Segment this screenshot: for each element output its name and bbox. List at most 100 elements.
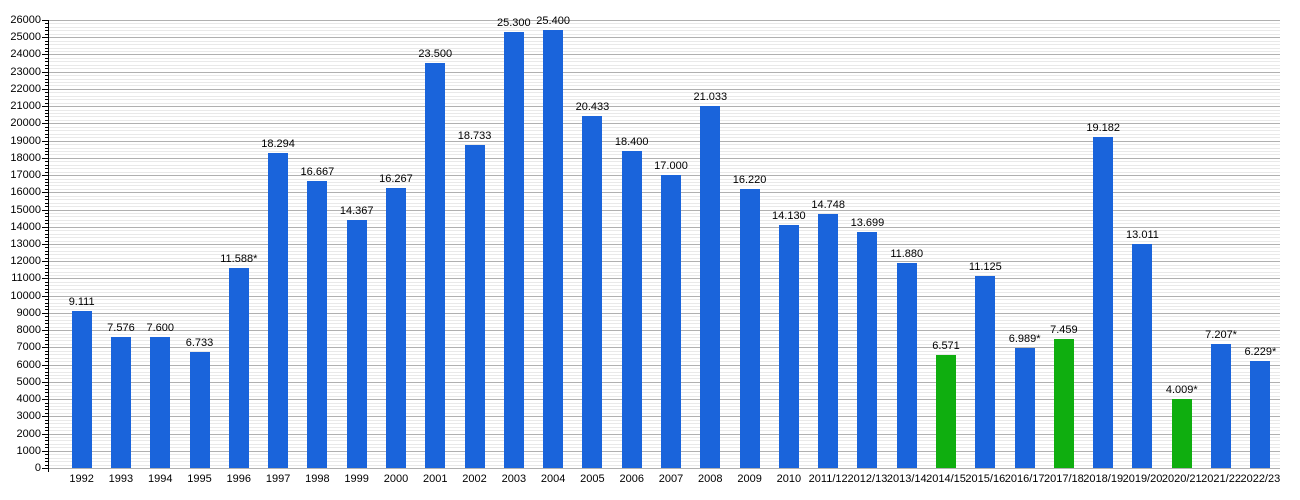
y-minor-tick	[45, 285, 48, 287]
y-minor-tick	[45, 26, 48, 28]
y-major-tick	[42, 330, 48, 332]
value-label-2003: 25.300	[497, 17, 531, 30]
major-gridline	[48, 54, 1280, 56]
bar-2005	[582, 115, 603, 468]
y-minor-tick	[45, 440, 48, 442]
bar-1999	[346, 220, 367, 468]
x-tick-label-2008: 2008	[698, 473, 723, 485]
y-major-tick	[42, 468, 48, 469]
value-label-2017-18: 7.459	[1050, 324, 1078, 337]
y-tick-label: 24000	[10, 48, 41, 61]
y-tick-label: 7000	[16, 341, 41, 354]
y-minor-tick	[45, 306, 48, 308]
x-tick-label-2002: 2002	[462, 473, 487, 485]
y-minor-tick	[45, 126, 48, 128]
minor-gridline	[48, 116, 1280, 118]
bar-2020-21	[1171, 398, 1192, 468]
y-minor-tick	[45, 144, 48, 146]
value-label-2001: 23.500	[418, 48, 453, 61]
minor-gridline	[48, 161, 1280, 163]
bar-2022-23	[1250, 360, 1271, 468]
x-tick-label-2010: 2010	[776, 473, 802, 485]
value-label-1998: 16.667	[300, 165, 335, 178]
minor-gridline	[48, 64, 1280, 66]
bar-2002	[464, 145, 485, 468]
bar-2000	[385, 187, 406, 468]
bar-1998	[307, 180, 328, 468]
y-major-tick	[42, 209, 48, 211]
x-tick-label-2001: 2001	[423, 473, 448, 485]
bar-1993	[110, 337, 131, 468]
y-minor-tick	[45, 354, 48, 356]
y-minor-tick	[45, 233, 48, 235]
minor-gridline	[48, 168, 1280, 170]
y-major-tick	[42, 312, 48, 314]
y-minor-tick	[45, 51, 48, 52]
y-major-tick	[42, 381, 48, 383]
y-minor-tick	[45, 464, 48, 466]
x-tick-label-2015-16: 2015/16	[965, 473, 1006, 485]
y-minor-tick	[45, 447, 48, 449]
y-axis-line	[48, 20, 49, 472]
y-major-tick	[42, 123, 48, 125]
y-minor-tick	[45, 181, 48, 183]
y-minor-tick	[45, 116, 48, 118]
y-minor-tick	[45, 99, 48, 101]
y-minor-tick	[45, 302, 48, 304]
value-label-2015-16: 11.125	[968, 261, 1002, 274]
bar-2014-15	[936, 354, 957, 468]
y-minor-tick	[45, 436, 48, 438]
y-minor-tick	[45, 188, 48, 190]
y-minor-tick	[45, 68, 48, 70]
y-minor-tick	[45, 33, 48, 35]
y-minor-tick	[45, 461, 48, 463]
value-label-1992: 9.111	[68, 296, 95, 308]
value-label-2005: 20.433	[575, 100, 610, 113]
value-label-2014-15: 6.571	[932, 339, 960, 352]
bar-2004	[543, 30, 564, 468]
x-tick-label-2009: 2009	[737, 473, 762, 485]
y-minor-tick	[45, 264, 48, 266]
bar-2018-19	[1093, 137, 1114, 468]
y-major-tick	[42, 226, 48, 228]
y-minor-tick	[45, 92, 48, 94]
value-label-2020-21: 4.009*	[1165, 383, 1198, 396]
y-minor-tick	[45, 202, 48, 204]
y-major-tick	[42, 54, 48, 56]
y-minor-tick	[45, 44, 48, 46]
y-minor-tick	[45, 75, 48, 77]
value-label-2004: 25.400	[536, 15, 570, 28]
y-minor-tick	[45, 164, 48, 166]
x-tick-label-2012-13: 2012/13	[847, 473, 888, 485]
x-tick-label-1994: 1994	[147, 473, 173, 485]
y-minor-tick	[45, 454, 48, 456]
y-minor-tick	[45, 419, 48, 421]
y-tick-label: 1000	[16, 444, 41, 457]
minor-gridline	[48, 109, 1280, 111]
value-label-2012-13: 13.699	[850, 216, 885, 229]
bar-2006	[621, 150, 642, 468]
y-major-tick	[42, 295, 48, 297]
x-tick-label-1997: 1997	[265, 473, 291, 485]
value-label-2011-12: 14.748	[811, 198, 845, 211]
bar-2016-17	[1014, 347, 1035, 468]
major-gridline	[48, 88, 1280, 90]
y-minor-tick	[45, 61, 48, 63]
bar-2019-20	[1132, 243, 1153, 468]
minor-gridline	[48, 47, 1280, 49]
y-minor-tick	[45, 230, 48, 232]
y-minor-tick	[45, 82, 48, 84]
y-minor-tick	[45, 171, 48, 173]
y-tick-label: 20000	[10, 117, 41, 130]
y-minor-tick	[45, 395, 48, 397]
y-minor-tick	[45, 219, 48, 221]
y-major-tick	[42, 140, 48, 142]
y-major-tick	[42, 261, 48, 263]
minor-gridline	[48, 147, 1280, 149]
y-tick-label: 4000	[16, 393, 41, 406]
y-minor-tick	[45, 257, 48, 259]
bar-2013-14	[896, 263, 917, 468]
y-minor-tick	[45, 133, 48, 135]
y-minor-tick	[45, 199, 48, 201]
